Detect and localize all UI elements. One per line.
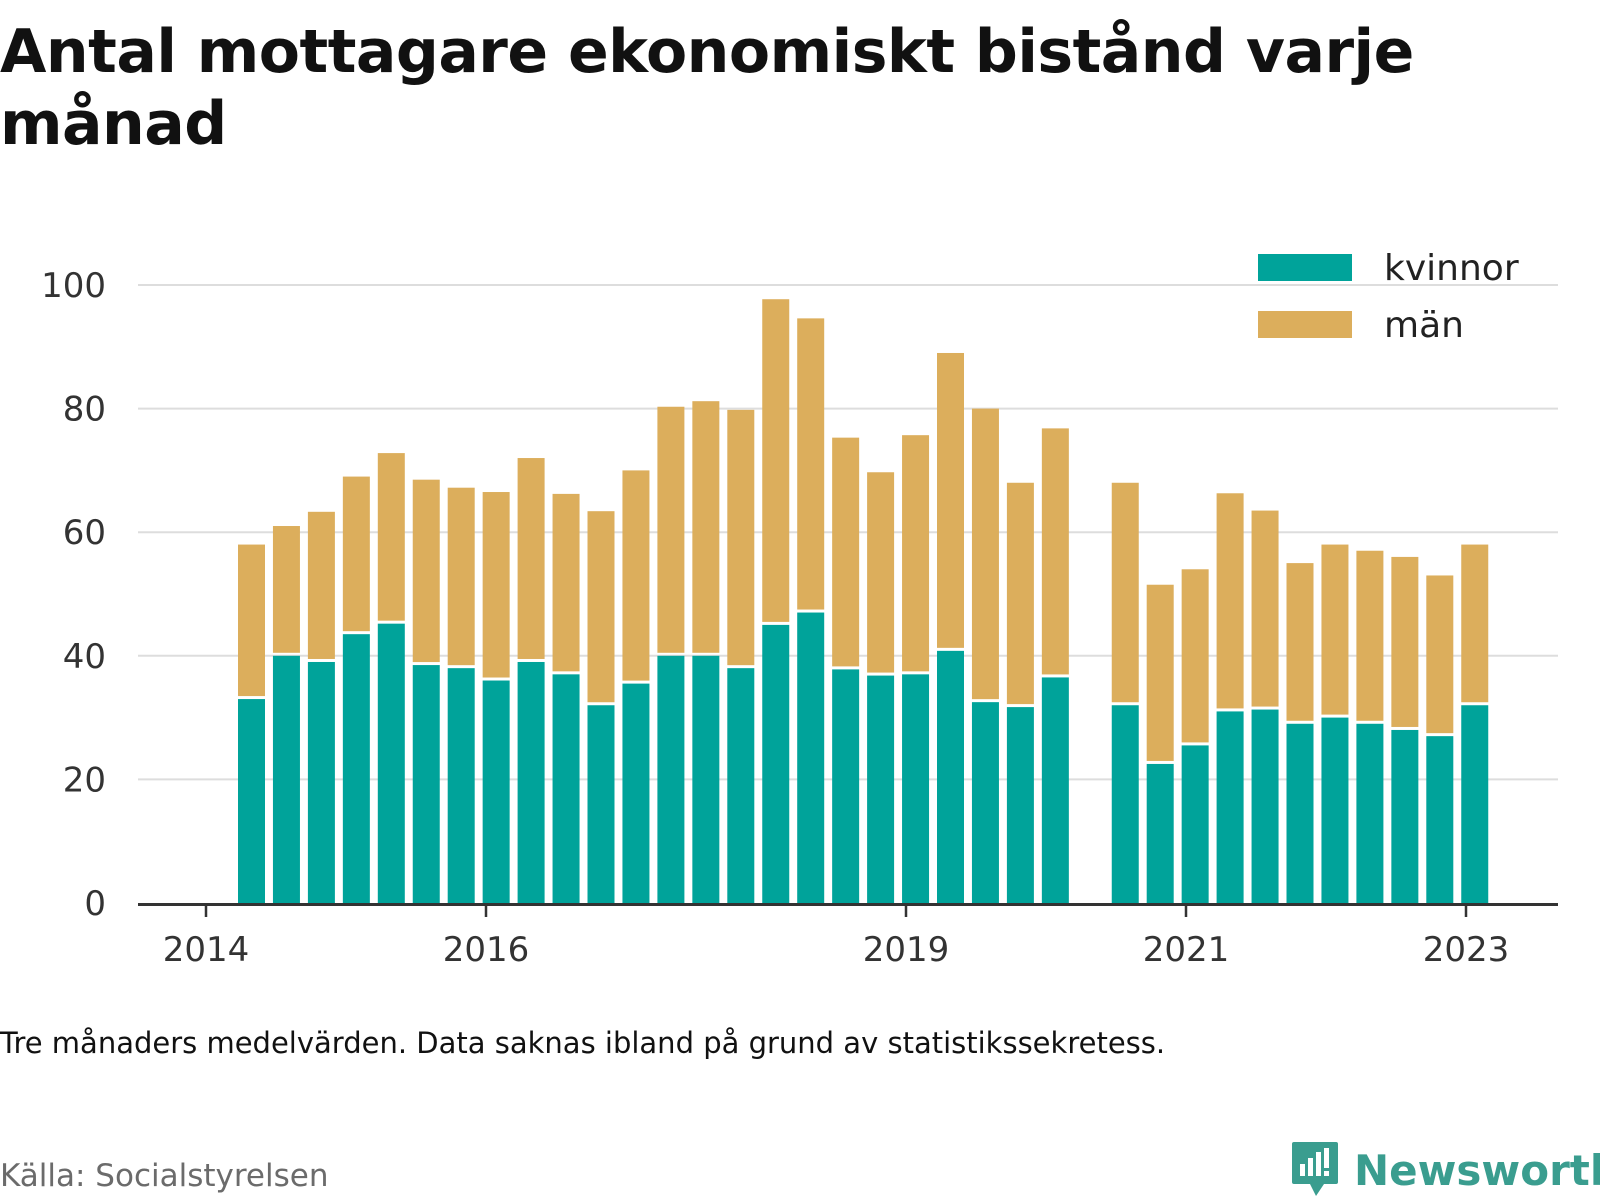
bar-man	[238, 544, 265, 697]
bar-man	[727, 409, 755, 666]
logo-text: Newsworthy	[1354, 1145, 1600, 1195]
bar-kvinnor	[1111, 705, 1139, 903]
bar-man	[1251, 510, 1279, 707]
bar-kvinnor	[1041, 677, 1069, 903]
bar-man	[832, 437, 860, 667]
chart-note: Tre månaders medelvärden. Data saknas ib…	[0, 1026, 1166, 1060]
bar-man	[1146, 584, 1174, 761]
bar-man	[692, 401, 720, 653]
bar-kvinnor	[342, 634, 370, 903]
newsworthy-logo-icon	[1292, 1142, 1338, 1196]
bar-man	[1426, 575, 1454, 734]
bar-kvinnor	[412, 665, 440, 903]
bar-kvinnor	[1321, 717, 1349, 903]
bar-man	[1181, 569, 1209, 743]
bar-kvinnor	[762, 624, 790, 903]
legend-label-man: män	[1384, 305, 1464, 346]
bar-kvinnor	[727, 668, 755, 903]
bar-kvinnor	[692, 655, 720, 903]
bar-kvinnor	[797, 612, 825, 903]
bars	[238, 299, 1489, 903]
bar-man	[971, 408, 999, 700]
bar-kvinnor	[937, 650, 964, 903]
legend-swatch-kvinnor	[1258, 254, 1352, 281]
y-tick-label: 0	[84, 884, 106, 924]
y-tick-label: 80	[63, 390, 106, 430]
x-axis-ticks: 2014 2016 2019 2021 2023	[163, 903, 1510, 970]
bar-kvinnor	[971, 702, 999, 903]
x-tick-label: 2014	[163, 930, 250, 970]
bar-man	[937, 352, 964, 648]
bar-man	[902, 435, 930, 672]
bar-kvinnor	[832, 669, 860, 903]
bar-kvinnor	[1286, 723, 1314, 903]
bar-man	[1461, 544, 1489, 703]
bar-kvinnor	[1391, 729, 1419, 903]
y-axis-labels: 0 20 40 60 80 100	[41, 266, 106, 924]
bar-man	[412, 479, 440, 663]
bar-man	[1356, 550, 1384, 721]
x-tick-label: 2021	[1143, 930, 1230, 970]
bar-man	[517, 458, 545, 659]
legend-label-kvinnor: kvinnor	[1384, 248, 1519, 289]
chart-title: Antal mottagare ekonomiskt bistånd varje…	[0, 17, 1414, 159]
bar-kvinnor	[657, 655, 685, 903]
bar-kvinnor	[867, 675, 895, 903]
bar-kvinnor	[517, 661, 545, 903]
y-tick-label: 40	[63, 637, 106, 677]
bar-kvinnor	[272, 655, 300, 903]
bar-man	[1321, 544, 1349, 715]
bar-man	[482, 492, 510, 678]
legend: kvinnor män	[1258, 248, 1519, 346]
bar-man	[1216, 493, 1244, 709]
y-tick-label: 60	[63, 513, 106, 553]
x-tick-label: 2023	[1423, 930, 1510, 970]
bar-man	[1286, 563, 1314, 721]
bar-man	[867, 472, 895, 673]
bar-man	[377, 453, 405, 621]
bar-man	[657, 406, 685, 653]
bar-man	[552, 493, 580, 672]
bar-kvinnor	[1216, 711, 1244, 903]
bar-kvinnor	[552, 674, 580, 903]
bar-man	[1111, 482, 1139, 703]
x-tick-label: 2019	[863, 930, 950, 970]
newsworthy-logo: Newsworthy	[1290, 1140, 1600, 1200]
bar-kvinnor	[482, 680, 510, 903]
bar-man	[762, 299, 790, 622]
bar-kvinnor	[447, 668, 475, 903]
bar-kvinnor	[1181, 745, 1209, 903]
bar-kvinnor	[1146, 763, 1174, 903]
bar-man	[622, 470, 650, 681]
bar-kvinnor	[902, 674, 930, 903]
x-tick-label: 2016	[443, 930, 530, 970]
bar-man	[1006, 482, 1034, 705]
bar-man	[307, 511, 335, 659]
bar-man	[797, 318, 825, 610]
bar-kvinnor	[622, 683, 650, 903]
bar-kvinnor	[1356, 723, 1384, 903]
source-label: Källa: Socialstyrelsen	[0, 1158, 329, 1194]
legend-swatch-man	[1258, 311, 1352, 338]
bar-kvinnor	[1251, 709, 1279, 903]
bar-man	[1041, 428, 1069, 675]
bar-man	[342, 476, 370, 632]
bar-kvinnor	[1006, 707, 1034, 903]
bar-kvinnor	[1426, 736, 1454, 903]
bar-man	[587, 511, 615, 703]
bar-kvinnor	[1461, 705, 1489, 903]
bar-kvinnor	[587, 705, 615, 903]
bar-man	[447, 487, 475, 666]
bar-man	[272, 526, 300, 653]
bar-kvinnor	[307, 661, 335, 903]
bar-man	[1391, 556, 1419, 727]
y-tick-label: 100	[41, 266, 106, 306]
bar-kvinnor	[238, 699, 265, 903]
bar-kvinnor	[377, 623, 405, 903]
y-tick-label: 20	[63, 760, 106, 800]
